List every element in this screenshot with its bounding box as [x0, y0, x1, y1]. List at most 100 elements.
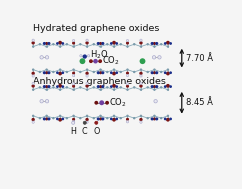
Circle shape	[97, 85, 100, 88]
Circle shape	[133, 86, 136, 89]
Circle shape	[72, 72, 75, 75]
Circle shape	[140, 82, 142, 84]
Circle shape	[101, 71, 104, 74]
Circle shape	[61, 118, 64, 120]
Circle shape	[101, 85, 104, 88]
Circle shape	[112, 84, 116, 88]
Circle shape	[47, 85, 51, 88]
Circle shape	[153, 71, 156, 74]
Circle shape	[52, 86, 55, 89]
Circle shape	[89, 59, 93, 63]
Circle shape	[126, 118, 129, 121]
Circle shape	[58, 84, 62, 88]
Circle shape	[31, 118, 35, 121]
Circle shape	[72, 42, 75, 45]
Circle shape	[61, 42, 64, 45]
Circle shape	[32, 45, 34, 48]
Circle shape	[39, 86, 41, 89]
Circle shape	[56, 118, 59, 120]
Circle shape	[66, 86, 68, 89]
Circle shape	[101, 42, 104, 45]
Circle shape	[112, 72, 116, 75]
Circle shape	[139, 84, 143, 88]
Circle shape	[153, 88, 156, 91]
Circle shape	[99, 100, 104, 105]
Circle shape	[79, 86, 82, 89]
Circle shape	[115, 71, 118, 74]
Circle shape	[59, 68, 61, 71]
Circle shape	[169, 85, 172, 88]
Circle shape	[158, 56, 161, 59]
Circle shape	[169, 42, 172, 45]
Circle shape	[32, 115, 34, 117]
Circle shape	[140, 75, 142, 77]
Circle shape	[152, 56, 156, 59]
Circle shape	[93, 71, 95, 73]
Circle shape	[112, 118, 116, 122]
Circle shape	[167, 88, 169, 91]
Circle shape	[115, 85, 118, 88]
Text: Hydrated graphene oxides: Hydrated graphene oxides	[33, 24, 159, 33]
Circle shape	[139, 41, 143, 45]
Circle shape	[72, 121, 75, 124]
Circle shape	[40, 100, 43, 103]
Circle shape	[99, 117, 102, 120]
Circle shape	[40, 56, 43, 59]
Circle shape	[47, 117, 51, 120]
Circle shape	[126, 85, 129, 88]
Circle shape	[93, 86, 95, 89]
Circle shape	[113, 68, 115, 71]
Circle shape	[153, 68, 156, 71]
Circle shape	[85, 84, 89, 88]
Circle shape	[113, 45, 115, 48]
Circle shape	[45, 85, 48, 88]
Circle shape	[113, 88, 115, 91]
Circle shape	[93, 43, 95, 46]
Circle shape	[83, 121, 86, 124]
Circle shape	[61, 85, 64, 88]
Circle shape	[45, 68, 48, 71]
Circle shape	[97, 117, 100, 120]
Circle shape	[106, 43, 108, 46]
Circle shape	[52, 117, 55, 119]
Circle shape	[106, 117, 108, 119]
Circle shape	[164, 42, 166, 45]
Circle shape	[140, 68, 142, 71]
Circle shape	[52, 43, 55, 46]
Circle shape	[97, 42, 100, 45]
Circle shape	[99, 115, 102, 117]
Circle shape	[93, 59, 98, 64]
Circle shape	[133, 117, 136, 119]
Circle shape	[45, 71, 48, 74]
Circle shape	[153, 42, 156, 45]
Circle shape	[43, 71, 46, 74]
Circle shape	[61, 71, 64, 74]
Circle shape	[146, 117, 149, 119]
Circle shape	[154, 100, 157, 103]
Circle shape	[31, 41, 35, 45]
Circle shape	[110, 42, 113, 45]
Text: O: O	[93, 127, 99, 136]
Circle shape	[72, 74, 75, 77]
Circle shape	[146, 43, 149, 46]
Circle shape	[39, 71, 41, 73]
Circle shape	[167, 45, 169, 48]
Circle shape	[56, 42, 59, 45]
Circle shape	[140, 45, 142, 48]
Circle shape	[110, 118, 113, 120]
Circle shape	[72, 121, 75, 123]
Circle shape	[72, 85, 75, 88]
Circle shape	[97, 71, 100, 74]
Circle shape	[166, 72, 170, 75]
Text: 7.70 Å: 7.70 Å	[186, 54, 213, 63]
Circle shape	[66, 117, 68, 119]
Circle shape	[126, 42, 129, 45]
Circle shape	[45, 42, 48, 45]
Circle shape	[101, 117, 104, 120]
Circle shape	[153, 85, 156, 88]
Circle shape	[151, 42, 154, 45]
Circle shape	[112, 41, 116, 45]
Circle shape	[59, 115, 61, 117]
Circle shape	[164, 85, 166, 88]
Circle shape	[120, 43, 122, 46]
